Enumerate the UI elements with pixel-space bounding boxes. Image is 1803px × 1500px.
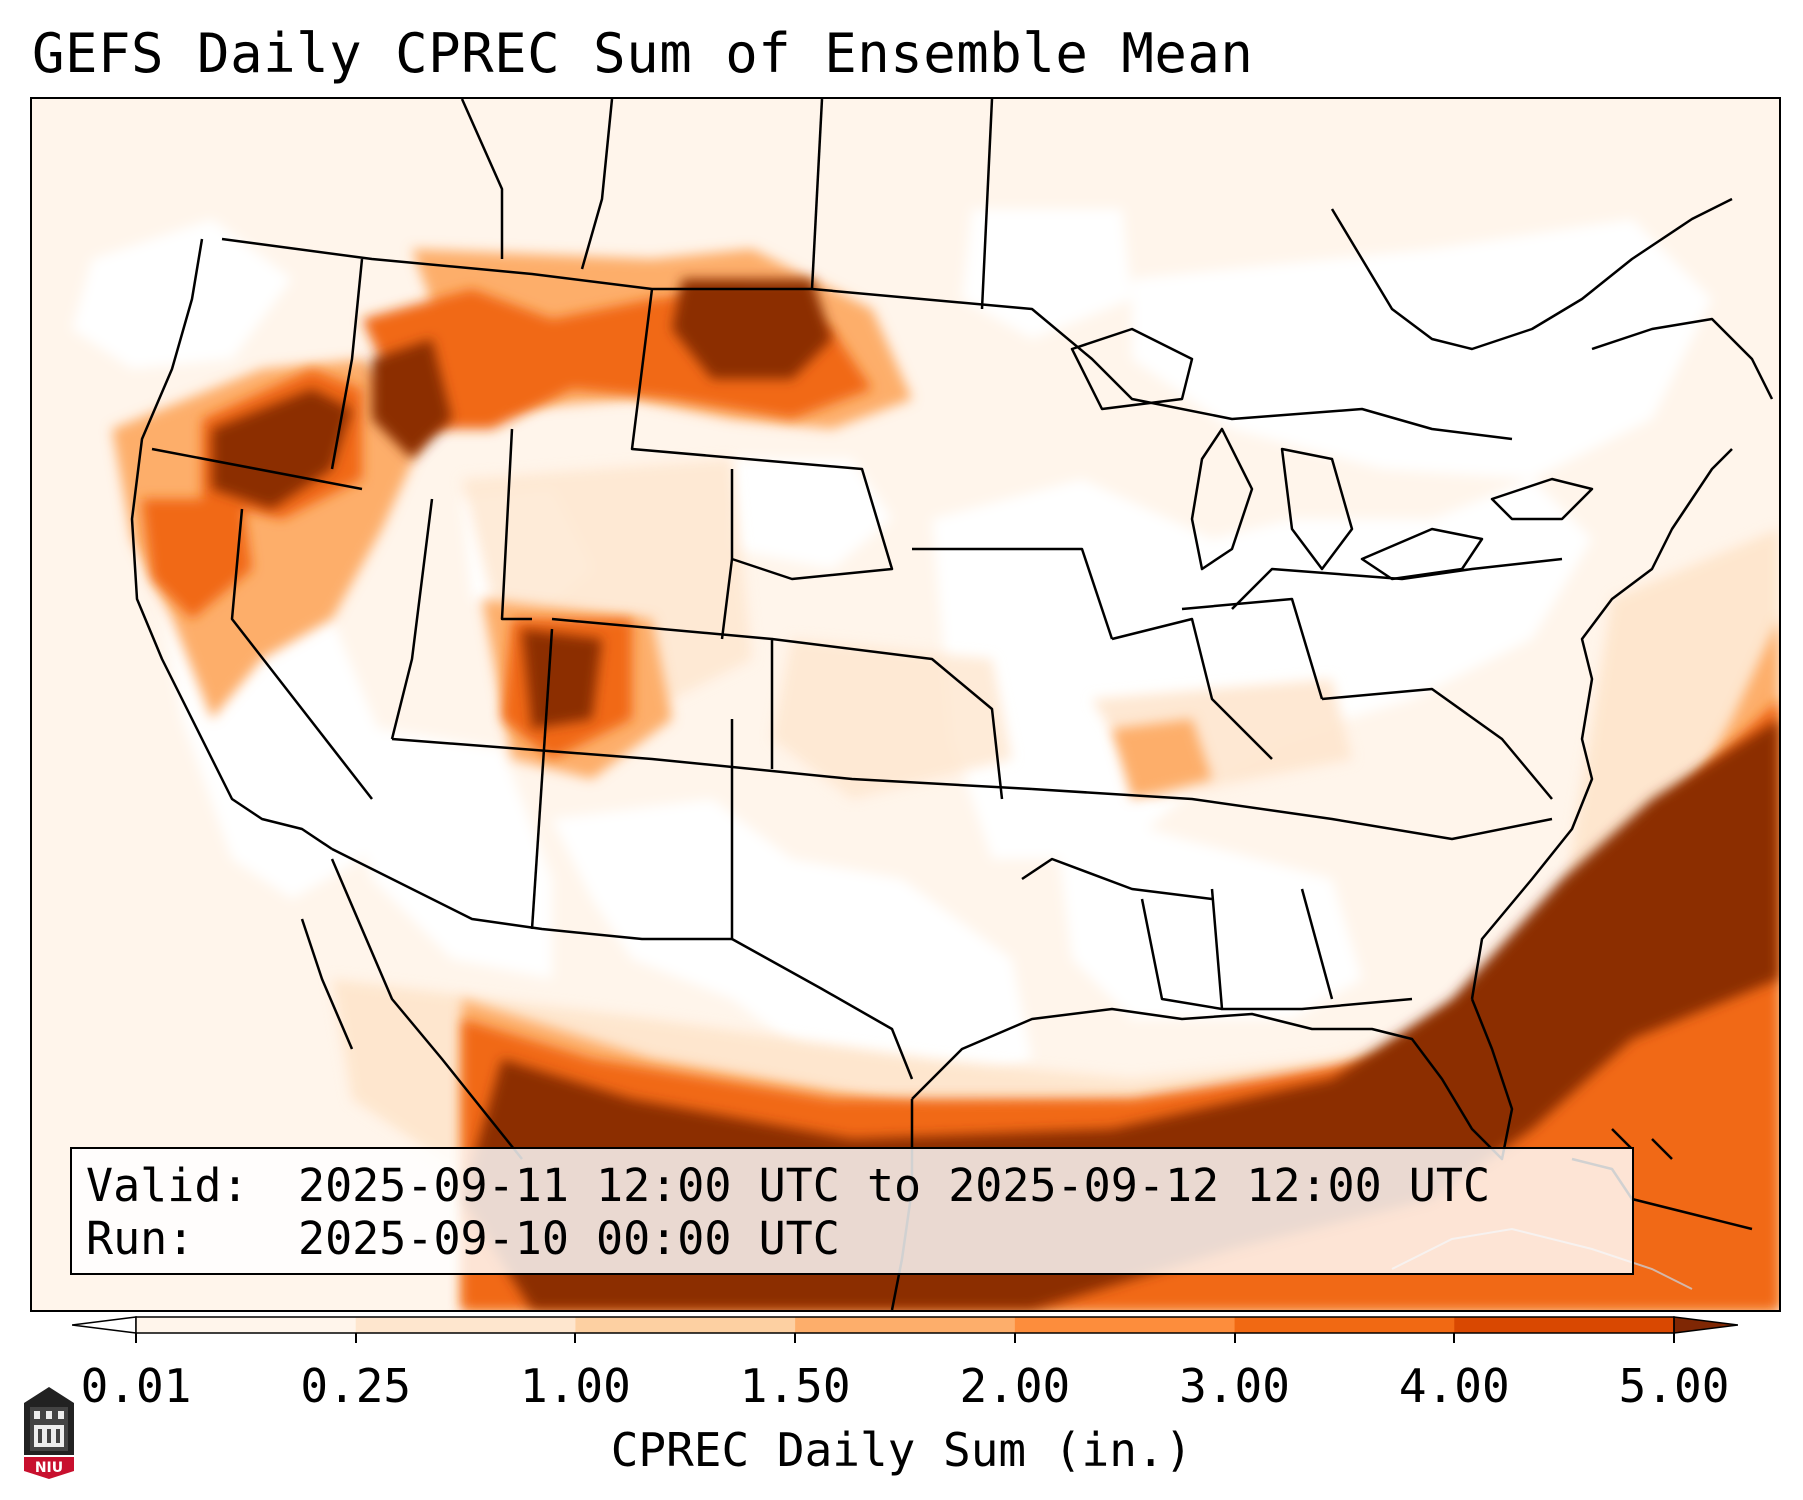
colorbar-tick-label: 1.50 xyxy=(739,1359,851,1413)
colorbar-under-extension xyxy=(72,1316,137,1334)
map-panel: Valid: 2025-09-11 12:00 UTC to 2025-09-12… xyxy=(30,97,1781,1312)
valid-value: 2025-09-11 12:00 UTC to 2025-09-12 12:00… xyxy=(298,1159,1491,1212)
valid-time-box: Valid: 2025-09-11 12:00 UTC to 2025-09-12… xyxy=(70,1147,1634,1275)
colorbar-tick xyxy=(574,1333,577,1343)
colorbar-segment xyxy=(355,1317,576,1333)
colorbar-tick-label: 4.00 xyxy=(1398,1359,1510,1413)
colorbar-segments xyxy=(72,1316,1738,1334)
niu-logo-text: NIU xyxy=(35,1460,63,1476)
map-title: GEFS Daily CPREC Sum of Ensemble Mean xyxy=(32,22,1254,85)
colorbar-tick xyxy=(1233,1333,1236,1343)
colorbar-tick xyxy=(1673,1333,1675,1343)
colorbar-over-extension xyxy=(1673,1316,1738,1334)
colorbar-segment xyxy=(795,1317,1016,1333)
colorbar-tick xyxy=(1013,1333,1016,1343)
niu-logo: NIU xyxy=(20,1383,78,1481)
colorbar-tick xyxy=(794,1333,797,1343)
run-label: Run: xyxy=(86,1212,195,1265)
colorbar-label: CPREC Daily Sum (in.) xyxy=(610,1423,1193,1477)
run-value: 2025-09-10 00:00 UTC xyxy=(298,1212,840,1265)
dry-areas xyxy=(72,209,1712,1099)
run-line: Run: 2025-09-10 00:00 UTC xyxy=(86,1212,1618,1265)
colorbar-tick-label: 2.00 xyxy=(959,1359,1071,1413)
colorbar-segment xyxy=(1234,1317,1455,1333)
colorbar-segment xyxy=(1014,1317,1236,1333)
state-boundaries xyxy=(130,99,1774,1310)
valid-label: Valid: xyxy=(86,1159,249,1212)
colorbar-segment xyxy=(1454,1317,1675,1333)
colorbar xyxy=(72,1316,1738,1334)
colorbar-tick xyxy=(1453,1333,1456,1343)
colorbar-tick-label: 1.00 xyxy=(520,1359,631,1413)
colorbar-outline xyxy=(135,1316,1675,1334)
colorbar-tick-label: 3.00 xyxy=(1179,1359,1290,1413)
colorbar-tick xyxy=(354,1333,357,1343)
precip-map xyxy=(32,99,1779,1310)
colorbar-tick-label: 0.01 xyxy=(80,1359,192,1413)
colorbar-segment xyxy=(136,1317,357,1333)
colorbar-segment xyxy=(575,1317,796,1333)
colorbar-tick-label: 0.25 xyxy=(300,1359,412,1413)
colorbar-tick-label: 5.00 xyxy=(1618,1359,1730,1413)
colorbar-tick xyxy=(135,1333,137,1343)
valid-line: Valid: 2025-09-11 12:00 UTC to 2025-09-12… xyxy=(86,1159,1618,1212)
